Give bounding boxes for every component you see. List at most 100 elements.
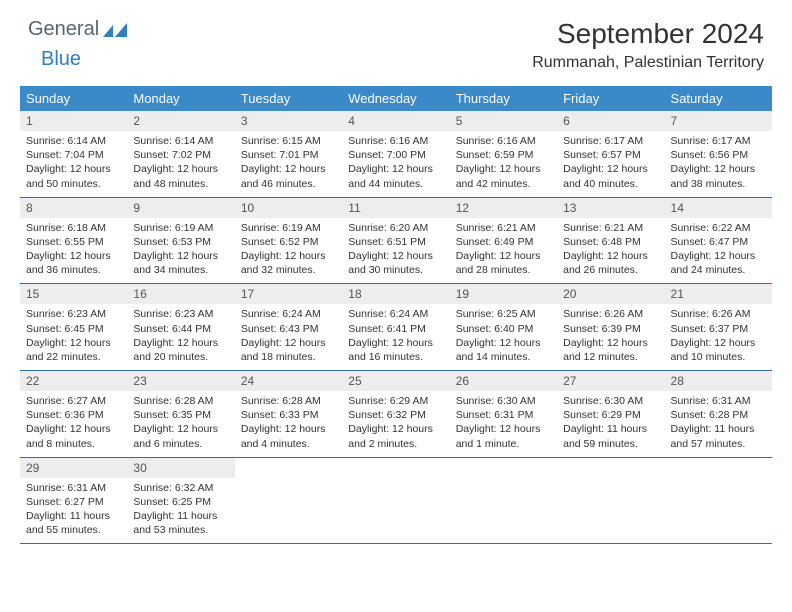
logo: General <box>28 18 127 41</box>
daynum-cell: 12 <box>450 197 557 218</box>
sunset-line: Sunset: 6:36 PM <box>26 408 121 422</box>
sunrise-line: Sunrise: 6:23 AM <box>133 307 228 321</box>
sunrise-line: Sunrise: 6:31 AM <box>26 481 121 495</box>
detail-cell: Sunrise: 6:14 AMSunset: 7:02 PMDaylight:… <box>127 131 234 197</box>
sunset-line: Sunset: 6:29 PM <box>563 408 658 422</box>
daynum-cell <box>235 457 342 478</box>
sunset-line: Sunset: 6:56 PM <box>671 148 766 162</box>
detail-cell <box>665 478 772 544</box>
daylight-line: Daylight: 12 hours and 34 minutes. <box>133 249 228 277</box>
location-text: Rummanah, Palestinian Territory <box>532 54 764 72</box>
detail-row: Sunrise: 6:14 AMSunset: 7:04 PM Daylight:… <box>20 131 772 197</box>
daylight-line: Daylight: 12 hours and 46 minutes. <box>241 162 336 190</box>
sunset-line: Sunset: 6:31 PM <box>456 408 551 422</box>
detail-cell: Sunrise: 6:23 AMSunset: 6:45 PMDaylight:… <box>20 304 127 370</box>
sunset-line: Sunset: 6:51 PM <box>348 235 443 249</box>
detail-row: Sunrise: 6:31 AMSunset: 6:27 PMDaylight:… <box>20 478 772 544</box>
sunrise-line: Sunrise: 6:24 AM <box>348 307 443 321</box>
sunset-line: Sunset: 6:40 PM <box>456 322 551 336</box>
sunset-line: Sunset: 6:57 PM <box>563 148 658 162</box>
sunrise-line: Sunrise: 6:17 AM <box>563 134 658 148</box>
daynum-cell: 8 <box>20 197 127 218</box>
daynum-cell: 24 <box>235 371 342 392</box>
sunset-line: Sunset: 6:25 PM <box>133 495 228 509</box>
sunrise-line: Sunrise: 6:18 AM <box>26 221 121 235</box>
daynum-cell: 15 <box>20 284 127 305</box>
detail-row: Sunrise: 6:18 AMSunset: 6:55 PMDaylight:… <box>20 218 772 284</box>
daylight-line: Daylight: 12 hours and 40 minutes. <box>563 162 658 190</box>
dow-cell: Thursday <box>450 86 557 111</box>
sunset-line: Sunset: 6:44 PM <box>133 322 228 336</box>
detail-cell: Sunrise: 6:22 AMSunset: 6:47 PMDaylight:… <box>665 218 772 284</box>
daynum-cell: 3 <box>235 111 342 131</box>
daynum-cell: 7 <box>665 111 772 131</box>
detail-cell: Sunrise: 6:24 AMSunset: 6:43 PMDaylight:… <box>235 304 342 370</box>
daylight-line: Daylight: 12 hours and 20 minutes. <box>133 336 228 364</box>
sunset-line: Sunset: 6:41 PM <box>348 322 443 336</box>
sunrise-line: Sunrise: 6:22 AM <box>671 221 766 235</box>
daylight-line: Daylight: 12 hours and 12 minutes. <box>563 336 658 364</box>
daynum-cell: 30 <box>127 457 234 478</box>
detail-cell <box>342 478 449 544</box>
detail-cell: Sunrise: 6:28 AMSunset: 6:33 PMDaylight:… <box>235 391 342 457</box>
sunset-line: Sunset: 6:33 PM <box>241 408 336 422</box>
sunset-line: Sunset: 6:27 PM <box>26 495 121 509</box>
sunset-line: Sunset: 7:00 PM <box>348 148 443 162</box>
sunset-line: Sunset: 6:59 PM <box>456 148 551 162</box>
daynum-cell: 22 <box>20 371 127 392</box>
daynum-cell: 28 <box>665 371 772 392</box>
detail-cell: Sunrise: 6:19 AMSunset: 6:53 PMDaylight:… <box>127 218 234 284</box>
sunrise-line: Sunrise: 6:24 AM <box>241 307 336 321</box>
sunrise-line: Sunrise: 6:26 AM <box>671 307 766 321</box>
sunrise-line: Sunrise: 6:21 AM <box>456 221 551 235</box>
sunrise-line: Sunrise: 6:30 AM <box>563 394 658 408</box>
daylight-line: Daylight: 12 hours and 16 minutes. <box>348 336 443 364</box>
detail-cell: Sunrise: 6:30 AMSunset: 6:31 PMDaylight:… <box>450 391 557 457</box>
sunrise-line: Sunrise: 6:16 AM <box>456 134 551 148</box>
daylight-line: Daylight: 12 hours and 14 minutes. <box>456 336 551 364</box>
sunset-line: Sunset: 6:53 PM <box>133 235 228 249</box>
detail-cell: Sunrise: 6:26 AMSunset: 6:39 PMDaylight:… <box>557 304 664 370</box>
daylight-line: Daylight: 11 hours and 55 minutes. <box>26 509 121 537</box>
detail-cell: Sunrise: 6:15 AMSunset: 7:01 PMDaylight:… <box>235 131 342 197</box>
daynum-cell: 14 <box>665 197 772 218</box>
sunset-line: Sunset: 6:37 PM <box>671 322 766 336</box>
daynum-cell: 27 <box>557 371 664 392</box>
detail-cell: Sunrise: 6:16 AMSunset: 7:00 PMDaylight:… <box>342 131 449 197</box>
daynum-row: 2930 <box>20 457 772 478</box>
sunrise-line: Sunrise: 6:29 AM <box>348 394 443 408</box>
daynum-cell: 19 <box>450 284 557 305</box>
sunrise-line: Sunrise: 6:23 AM <box>26 307 121 321</box>
detail-cell: Sunrise: 6:25 AMSunset: 6:40 PMDaylight:… <box>450 304 557 370</box>
daylight-line: Daylight: 12 hours and 38 minutes. <box>671 162 766 190</box>
dow-cell: Saturday <box>665 86 772 111</box>
detail-cell: Sunrise: 6:18 AMSunset: 6:55 PMDaylight:… <box>20 218 127 284</box>
daynum-cell: 9 <box>127 197 234 218</box>
header: General September 2024 Rummanah, Palesti… <box>0 0 792 78</box>
dow-cell: Wednesday <box>342 86 449 111</box>
detail-cell <box>235 478 342 544</box>
daynum-row: 15161718192021 <box>20 284 772 305</box>
daylight-line: Daylight: 11 hours and 59 minutes. <box>563 422 658 450</box>
detail-cell: Sunrise: 6:17 AMSunset: 6:56 PMDaylight:… <box>665 131 772 197</box>
daynum-cell <box>665 457 772 478</box>
daylight-line: Daylight: 12 hours and 36 minutes. <box>26 249 121 277</box>
daylight-line: Daylight: 12 hours and 44 minutes. <box>348 162 443 190</box>
sunrise-line: Sunrise: 6:20 AM <box>348 221 443 235</box>
detail-row: Sunrise: 6:23 AMSunset: 6:45 PMDaylight:… <box>20 304 772 370</box>
daynum-cell <box>342 457 449 478</box>
sunrise-line: Sunrise: 6:14 AM <box>26 134 121 148</box>
dow-cell: Tuesday <box>235 86 342 111</box>
daylight-line: Daylight: 12 hours and 22 minutes. <box>26 336 121 364</box>
detail-cell: Sunrise: 6:23 AMSunset: 6:44 PMDaylight:… <box>127 304 234 370</box>
detail-cell: Sunrise: 6:20 AMSunset: 6:51 PMDaylight:… <box>342 218 449 284</box>
sunset-line: Sunset: 7:02 PM <box>133 148 228 162</box>
sunset-line: Sunset: 6:43 PM <box>241 322 336 336</box>
detail-cell: Sunrise: 6:29 AMSunset: 6:32 PMDaylight:… <box>342 391 449 457</box>
sunset-line: Sunset: 7:04 PM <box>26 148 121 162</box>
daylight-line: Daylight: 12 hours and 48 minutes. <box>133 162 228 190</box>
daynum-cell <box>557 457 664 478</box>
sunrise-line: Sunrise: 6:21 AM <box>563 221 658 235</box>
sunrise-line: Sunrise: 6:26 AM <box>563 307 658 321</box>
detail-cell: Sunrise: 6:28 AMSunset: 6:35 PMDaylight:… <box>127 391 234 457</box>
